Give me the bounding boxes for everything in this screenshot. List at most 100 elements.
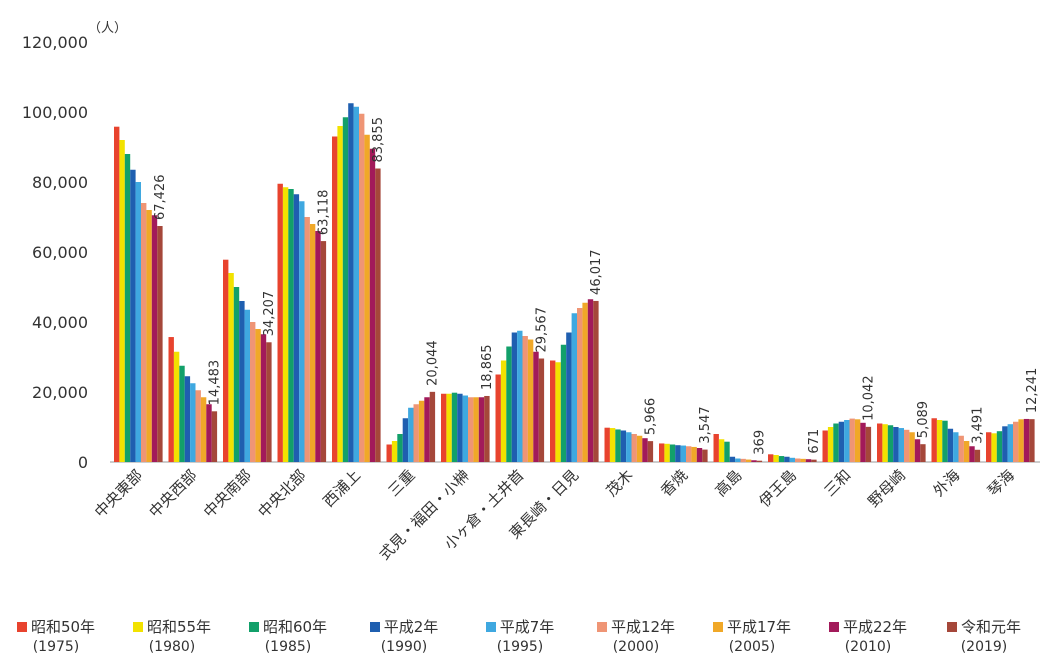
bar bbox=[130, 170, 135, 462]
bar bbox=[261, 334, 266, 462]
bar bbox=[566, 333, 571, 463]
bar bbox=[882, 424, 887, 462]
bar bbox=[337, 126, 342, 462]
bar bbox=[392, 441, 397, 462]
bar bbox=[294, 194, 299, 462]
category-label: 伊王島 bbox=[756, 466, 801, 511]
data-label: 10,042 bbox=[861, 375, 876, 421]
bar bbox=[169, 337, 174, 462]
bar bbox=[675, 445, 680, 462]
bar bbox=[773, 455, 778, 462]
bar bbox=[986, 432, 991, 462]
bar bbox=[321, 241, 326, 462]
bar bbox=[877, 424, 882, 463]
bar bbox=[223, 260, 228, 462]
bar bbox=[136, 182, 141, 462]
bar bbox=[702, 450, 707, 462]
y-tick-label: 60,000 bbox=[32, 243, 88, 262]
bar bbox=[141, 203, 146, 462]
bar bbox=[1029, 419, 1034, 462]
bar bbox=[888, 425, 893, 462]
bar bbox=[468, 397, 473, 462]
bar bbox=[179, 366, 184, 462]
bar bbox=[746, 460, 751, 462]
bar bbox=[174, 352, 179, 462]
legend-item: 令和元年 (2019) bbox=[928, 618, 1040, 656]
data-label: 12,241 bbox=[1025, 368, 1040, 414]
bar bbox=[730, 457, 735, 462]
bar bbox=[370, 149, 375, 462]
bar bbox=[621, 431, 626, 463]
legend-series-year: (2010) bbox=[845, 638, 892, 656]
legend-swatch bbox=[133, 622, 143, 632]
legend-item-row: 平成7年 bbox=[486, 618, 555, 636]
legend-series-name: 昭和50年 bbox=[31, 618, 95, 636]
y-tick-label: 40,000 bbox=[32, 313, 88, 332]
bar bbox=[582, 303, 587, 462]
legend-item-row: 平成22年 bbox=[829, 618, 907, 636]
bar bbox=[610, 428, 615, 462]
data-label: 3,547 bbox=[698, 406, 713, 443]
legend-series-year: (1995) bbox=[497, 638, 544, 656]
bar bbox=[997, 431, 1002, 462]
bar bbox=[332, 137, 337, 463]
category-label: 中央東部 bbox=[91, 466, 146, 521]
x-axis: 中央東部 中央西部 中央南部 中央北部 西浦上 三重式見・福田・小榊小ヶ倉・土井首東長崎・… bbox=[91, 466, 1018, 564]
bar bbox=[419, 401, 424, 462]
bar bbox=[719, 439, 724, 462]
bar bbox=[615, 429, 620, 462]
legend-swatch bbox=[947, 622, 957, 632]
data-label: 20,044 bbox=[425, 340, 440, 386]
bar bbox=[991, 433, 996, 462]
data-label: 18,865 bbox=[480, 344, 495, 390]
y-tick-label: 0 bbox=[78, 453, 88, 472]
bar bbox=[855, 419, 860, 462]
bar bbox=[446, 394, 451, 462]
bar bbox=[424, 397, 429, 462]
category-label: 三重 bbox=[385, 466, 419, 500]
bar bbox=[686, 446, 691, 462]
bar bbox=[506, 347, 511, 463]
data-label: 5,966 bbox=[643, 398, 658, 435]
bar bbox=[681, 446, 686, 462]
bar bbox=[850, 419, 855, 462]
bar bbox=[119, 140, 124, 462]
legend-series-year: (1975) bbox=[33, 638, 80, 656]
bar bbox=[697, 448, 702, 462]
bar bbox=[593, 301, 598, 462]
bar bbox=[605, 428, 610, 462]
bar bbox=[964, 441, 969, 462]
bar bbox=[479, 397, 484, 462]
bar bbox=[528, 340, 533, 463]
legend-series-year: (1980) bbox=[149, 638, 196, 656]
bar bbox=[533, 352, 538, 462]
bar bbox=[648, 441, 653, 462]
bar bbox=[751, 460, 756, 462]
legend-item-row: 昭和60年 bbox=[249, 618, 327, 636]
legend-item: 昭和50年 (1975) bbox=[0, 618, 112, 656]
category-label: 高島 bbox=[712, 466, 746, 500]
bar bbox=[642, 438, 647, 462]
legend-swatch bbox=[370, 622, 380, 632]
bar bbox=[550, 361, 555, 463]
category-label: 西浦上 bbox=[320, 466, 365, 511]
bar bbox=[364, 135, 369, 462]
bar bbox=[937, 420, 942, 462]
bar bbox=[375, 169, 380, 462]
bar bbox=[517, 331, 522, 462]
bar bbox=[1013, 422, 1018, 462]
legend-item: 平成22年 (2010) bbox=[812, 618, 924, 656]
legend-series-year: (2019) bbox=[961, 638, 1008, 656]
data-label: 3,491 bbox=[970, 407, 985, 444]
bar bbox=[691, 447, 696, 462]
bar bbox=[969, 446, 974, 462]
bar bbox=[512, 333, 517, 463]
legend-swatch bbox=[713, 622, 723, 632]
category-label: 外海 bbox=[930, 466, 964, 500]
data-label: 5,089 bbox=[916, 401, 931, 438]
bar bbox=[484, 396, 489, 462]
legend-item-row: 昭和55年 bbox=[133, 618, 211, 636]
legend-swatch bbox=[597, 622, 607, 632]
bar bbox=[196, 390, 201, 462]
data-label: 29,567 bbox=[534, 307, 549, 353]
